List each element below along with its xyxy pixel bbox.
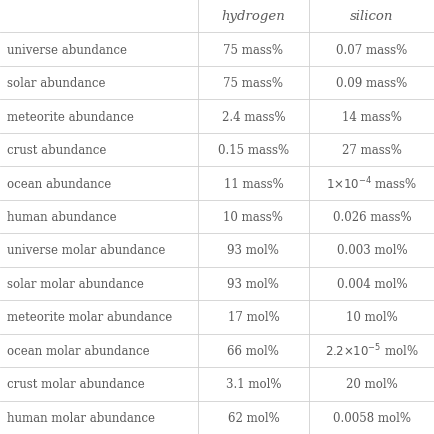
Text: $1{\times}10^{-4}$ mass%: $1{\times}10^{-4}$ mass% <box>326 175 417 192</box>
Text: 93 mol%: 93 mol% <box>227 277 279 290</box>
Text: crust molar abundance: crust molar abundance <box>7 378 144 391</box>
Text: universe molar abundance: universe molar abundance <box>7 244 164 257</box>
Text: 17 mol%: 17 mol% <box>227 311 279 324</box>
Text: 0.15 mass%: 0.15 mass% <box>217 144 288 157</box>
Text: 75 mass%: 75 mass% <box>223 43 283 56</box>
Text: 27 mass%: 27 mass% <box>341 144 401 157</box>
Text: ocean molar abundance: ocean molar abundance <box>7 344 149 357</box>
Text: 10 mol%: 10 mol% <box>345 311 397 324</box>
Text: 0.09 mass%: 0.09 mass% <box>335 77 407 90</box>
Text: solar molar abundance: solar molar abundance <box>7 277 143 290</box>
Text: ocean abundance: ocean abundance <box>7 177 111 190</box>
Text: 0.003 mol%: 0.003 mol% <box>336 244 406 257</box>
Text: 0.004 mol%: 0.004 mol% <box>336 277 406 290</box>
Text: universe abundance: universe abundance <box>7 43 126 56</box>
Text: 0.0058 mol%: 0.0058 mol% <box>332 411 410 424</box>
Text: 0.026 mass%: 0.026 mass% <box>332 210 410 224</box>
Text: meteorite abundance: meteorite abundance <box>7 110 133 123</box>
Text: 75 mass%: 75 mass% <box>223 77 283 90</box>
Text: 10 mass%: 10 mass% <box>223 210 283 224</box>
Text: solar abundance: solar abundance <box>7 77 105 90</box>
Text: silicon: silicon <box>349 10 393 23</box>
Text: 66 mol%: 66 mol% <box>227 344 279 357</box>
Text: crust abundance: crust abundance <box>7 144 105 157</box>
Text: hydrogen: hydrogen <box>221 10 285 23</box>
Text: meteorite molar abundance: meteorite molar abundance <box>7 311 171 324</box>
Text: 0.07 mass%: 0.07 mass% <box>335 43 407 56</box>
Text: 20 mol%: 20 mol% <box>345 378 397 391</box>
Text: 11 mass%: 11 mass% <box>223 177 283 190</box>
Text: 62 mol%: 62 mol% <box>227 411 279 424</box>
Text: $2.2{\times}10^{-5}$ mol%: $2.2{\times}10^{-5}$ mol% <box>324 342 418 359</box>
Text: 2.4 mass%: 2.4 mass% <box>221 110 285 123</box>
Text: 93 mol%: 93 mol% <box>227 244 279 257</box>
Text: 14 mass%: 14 mass% <box>341 110 401 123</box>
Text: 3.1 mol%: 3.1 mol% <box>225 378 280 391</box>
Text: human abundance: human abundance <box>7 210 116 224</box>
Text: human molar abundance: human molar abundance <box>7 411 154 424</box>
